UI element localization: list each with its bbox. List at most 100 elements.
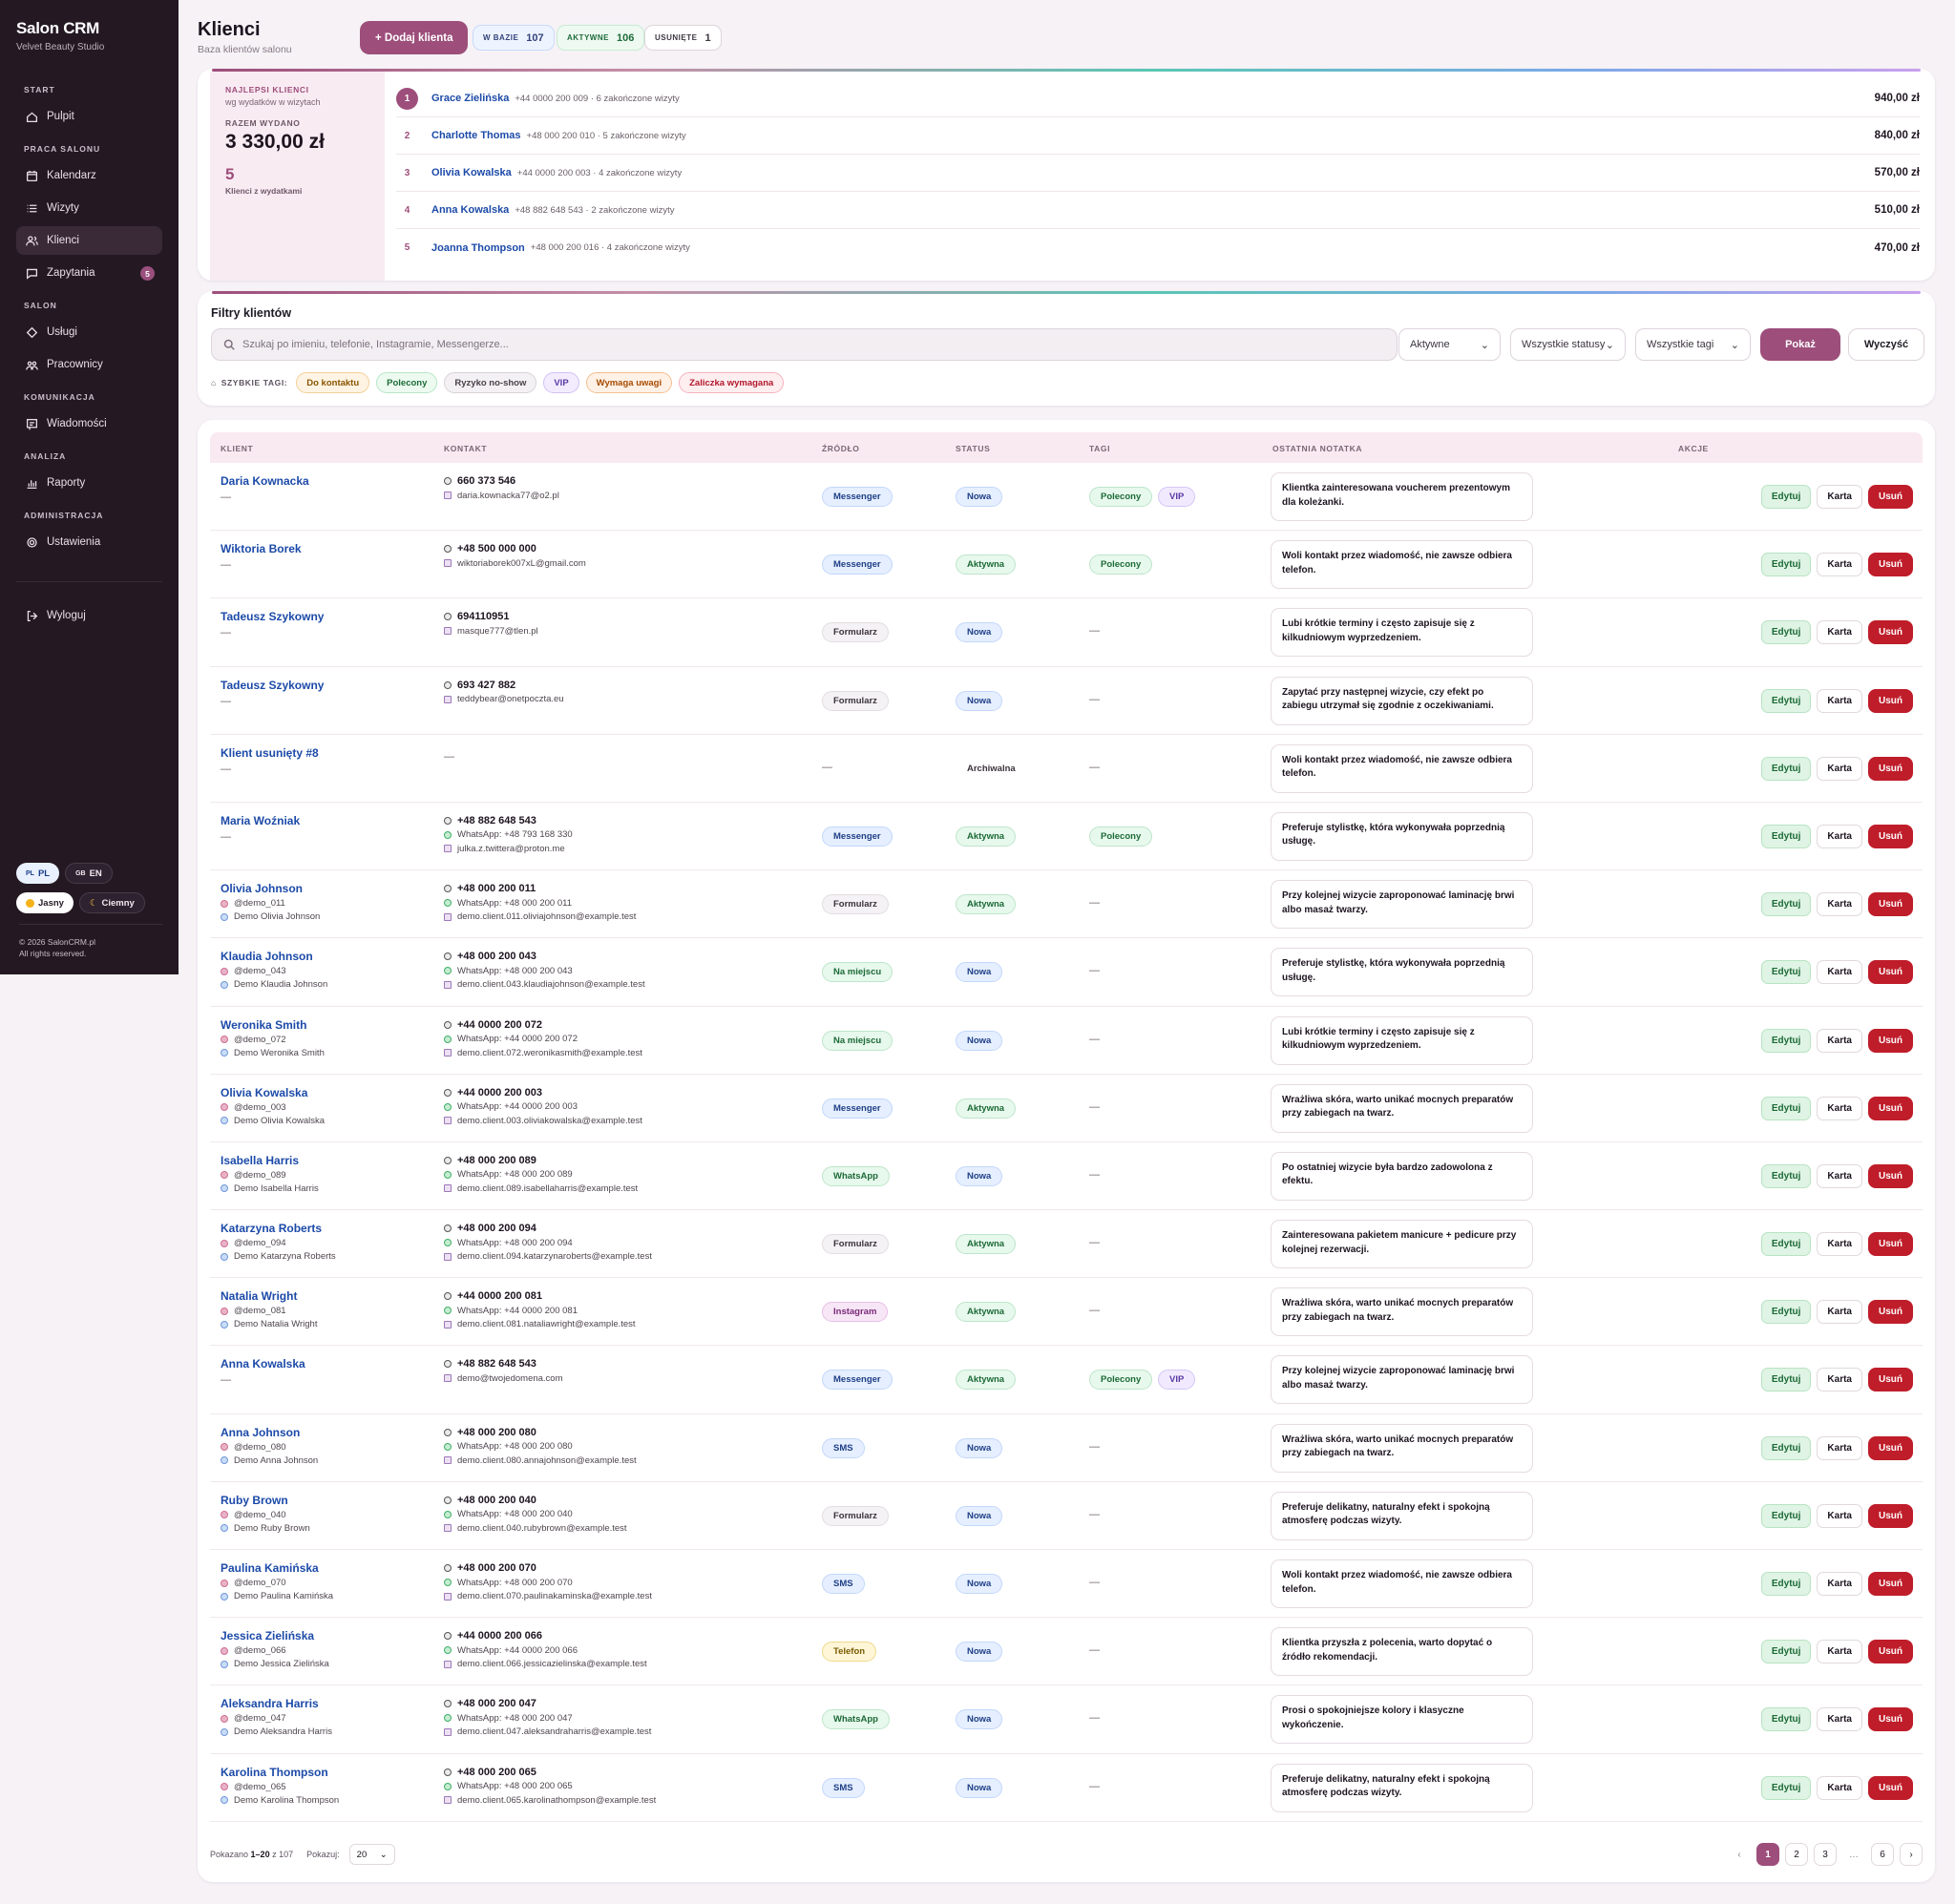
edit-button[interactable]: Edytuj: [1760, 1300, 1812, 1325]
client-name-link[interactable]: Aleksandra Harris: [221, 1697, 319, 1711]
delete-button[interactable]: Usuń: [1868, 1503, 1913, 1528]
delete-button[interactable]: Usuń: [1868, 1096, 1913, 1120]
card-button[interactable]: Karta: [1817, 1640, 1862, 1664]
sidebar-item-wizyty[interactable]: Wizyty: [16, 194, 162, 222]
client-name-link[interactable]: Tadeusz Szykowny: [221, 610, 325, 624]
best-client-name[interactable]: Anna Kowalska: [431, 204, 510, 216]
edit-button[interactable]: Edytuj: [1760, 824, 1812, 848]
client-name-link[interactable]: Klient usunięty #8: [221, 745, 319, 760]
lang-pl-button[interactable]: PL PL: [16, 863, 60, 884]
delete-button[interactable]: Usuń: [1868, 1368, 1913, 1392]
next-page-button[interactable]: ›: [1900, 1843, 1923, 1866]
delete-button[interactable]: Usuń: [1868, 620, 1913, 645]
card-button[interactable]: Karta: [1817, 1503, 1862, 1528]
lang-en-button[interactable]: GB EN: [65, 863, 113, 884]
edit-button[interactable]: Edytuj: [1760, 1028, 1812, 1053]
best-client-row[interactable]: 3 Olivia Kowalska +44 0000 200 003 · 4 zak…: [396, 155, 1920, 192]
search-input[interactable]: Szukaj po imieniu, telefonie, Instagrami…: [211, 328, 1398, 361]
client-name-link[interactable]: Maria Woźniak: [221, 813, 301, 827]
clear-button[interactable]: Wyczyść: [1848, 328, 1924, 361]
logout-button[interactable]: Wyloguj: [16, 601, 162, 630]
edit-button[interactable]: Edytuj: [1760, 892, 1812, 917]
card-button[interactable]: Karta: [1817, 1368, 1862, 1392]
delete-button[interactable]: Usuń: [1868, 1300, 1913, 1325]
card-button[interactable]: Karta: [1817, 960, 1862, 985]
show-button[interactable]: Pokaż: [1760, 328, 1840, 361]
client-name-link[interactable]: Klaudia Johnson: [221, 950, 313, 964]
quick-tag[interactable]: Zaliczka wymagana: [679, 372, 785, 393]
edit-button[interactable]: Edytuj: [1760, 485, 1812, 509]
quick-tag[interactable]: Wymaga uwagi: [585, 372, 673, 393]
card-button[interactable]: Karta: [1817, 1163, 1862, 1188]
best-client-row[interactable]: 1 Grace Zielińska +44 0000 200 009 · 6 zak…: [396, 80, 1920, 117]
card-button[interactable]: Karta: [1817, 688, 1862, 713]
edit-button[interactable]: Edytuj: [1760, 1707, 1812, 1732]
card-button[interactable]: Karta: [1817, 1300, 1862, 1325]
client-name-link[interactable]: Natalia Wright: [221, 1289, 298, 1304]
client-name-link[interactable]: Tadeusz Szykowny: [221, 678, 325, 692]
edit-button[interactable]: Edytuj: [1760, 1572, 1812, 1596]
sidebar-item-klienci[interactable]: Klienci: [16, 226, 162, 255]
edit-button[interactable]: Edytuj: [1760, 1435, 1812, 1460]
prev-page-button[interactable]: ‹: [1728, 1843, 1751, 1866]
delete-button[interactable]: Usuń: [1868, 1707, 1913, 1732]
tags-select[interactable]: Wszystkie tagi ⌄: [1635, 328, 1751, 361]
page-button[interactable]: 1: [1756, 1843, 1779, 1866]
card-button[interactable]: Karta: [1817, 1028, 1862, 1053]
theme-light-button[interactable]: Jasny: [16, 892, 74, 913]
delete-button[interactable]: Usuń: [1868, 1028, 1913, 1053]
client-name-link[interactable]: Katarzyna Roberts: [221, 1222, 323, 1236]
best-client-row[interactable]: 2 Charlotte Thomas +48 000 200 010 · 5 zak…: [396, 117, 1920, 155]
delete-button[interactable]: Usuń: [1868, 824, 1913, 848]
card-button[interactable]: Karta: [1817, 553, 1862, 577]
delete-button[interactable]: Usuń: [1868, 1163, 1913, 1188]
card-button[interactable]: Karta: [1817, 824, 1862, 848]
edit-button[interactable]: Edytuj: [1760, 1368, 1812, 1392]
card-button[interactable]: Karta: [1817, 1435, 1862, 1460]
best-client-name[interactable]: Olivia Kowalska: [431, 167, 512, 178]
sidebar-item-usługi[interactable]: Usługi: [16, 318, 162, 346]
sidebar-item-wiadomości[interactable]: Wiadomości: [16, 409, 162, 438]
client-name-link[interactable]: Olivia Kowalska: [221, 1085, 308, 1099]
card-button[interactable]: Karta: [1817, 1232, 1862, 1257]
edit-button[interactable]: Edytuj: [1760, 620, 1812, 645]
delete-button[interactable]: Usuń: [1868, 892, 1913, 917]
delete-button[interactable]: Usuń: [1868, 1640, 1913, 1664]
client-name-link[interactable]: Karolina Thompson: [221, 1765, 328, 1779]
quick-tag[interactable]: Ryzyko no-show: [444, 372, 537, 393]
quick-tag[interactable]: Do kontaktu: [296, 372, 370, 393]
add-client-button[interactable]: + Dodaj klienta: [360, 21, 469, 54]
sidebar-item-kalendarz[interactable]: Kalendarz: [16, 161, 162, 190]
delete-button[interactable]: Usuń: [1868, 688, 1913, 713]
edit-button[interactable]: Edytuj: [1760, 1096, 1812, 1120]
sidebar-item-pracownicy[interactable]: Pracownicy: [16, 350, 162, 379]
delete-button[interactable]: Usuń: [1868, 756, 1913, 781]
sidebar-item-raporty[interactable]: Raporty: [16, 469, 162, 497]
page-button[interactable]: 6: [1871, 1843, 1894, 1866]
theme-dark-button[interactable]: ☾ Ciemny: [78, 892, 145, 913]
delete-button[interactable]: Usuń: [1868, 1775, 1913, 1800]
card-button[interactable]: Karta: [1817, 620, 1862, 645]
best-client-name[interactable]: Charlotte Thomas: [431, 130, 521, 141]
card-button[interactable]: Karta: [1817, 1096, 1862, 1120]
client-name-link[interactable]: Weronika Smith: [221, 1017, 307, 1032]
edit-button[interactable]: Edytuj: [1760, 756, 1812, 781]
edit-button[interactable]: Edytuj: [1760, 1640, 1812, 1664]
edit-button[interactable]: Edytuj: [1760, 1232, 1812, 1257]
card-button[interactable]: Karta: [1817, 1572, 1862, 1596]
client-name-link[interactable]: Anna Johnson: [221, 1425, 301, 1439]
best-client-name[interactable]: Grace Zielińska: [431, 93, 510, 104]
client-name-link[interactable]: Olivia Johnson: [221, 882, 304, 896]
delete-button[interactable]: Usuń: [1868, 1232, 1913, 1257]
page-button[interactable]: 2: [1785, 1843, 1808, 1866]
card-button[interactable]: Karta: [1817, 756, 1862, 781]
quick-tag[interactable]: VIP: [543, 372, 579, 393]
card-button[interactable]: Karta: [1817, 1707, 1862, 1732]
client-name-link[interactable]: Paulina Kamińska: [221, 1561, 319, 1575]
client-name-link[interactable]: Isabella Harris: [221, 1153, 300, 1167]
edit-button[interactable]: Edytuj: [1760, 960, 1812, 985]
delete-button[interactable]: Usuń: [1868, 1572, 1913, 1596]
edit-button[interactable]: Edytuj: [1760, 1163, 1812, 1188]
per-page-select[interactable]: 20 ⌄: [348, 1844, 395, 1865]
client-name-link[interactable]: Ruby Brown: [221, 1493, 288, 1507]
